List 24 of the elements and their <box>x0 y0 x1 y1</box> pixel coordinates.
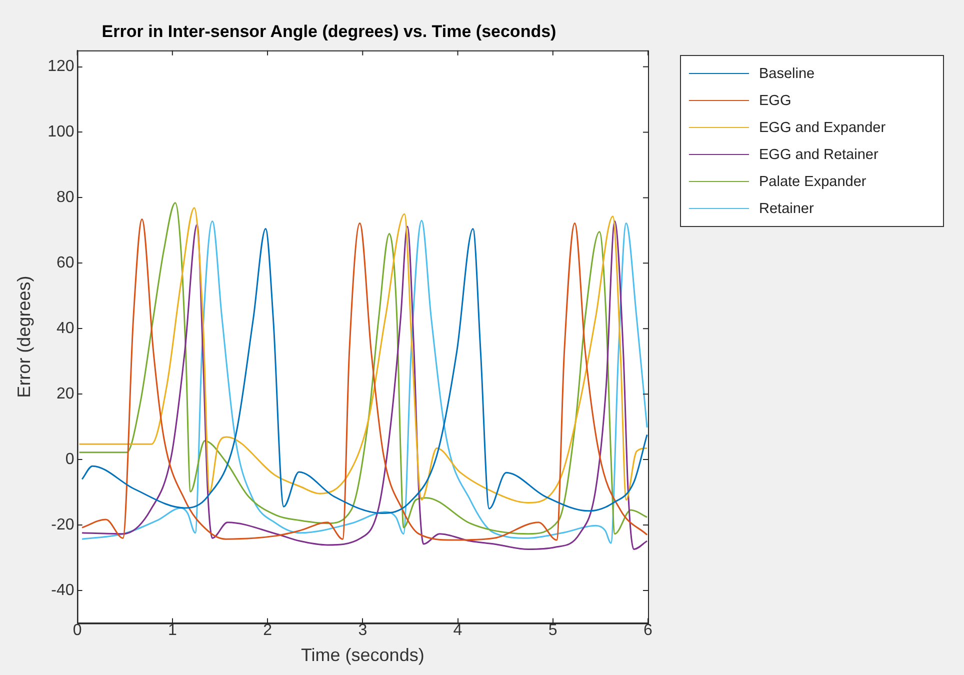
x-tick-label: 5 <box>548 622 558 640</box>
chart-title: Error in Inter-sensor Angle (degrees) vs. Time (seconds) <box>102 22 556 41</box>
legend-label: EGG and Expander <box>759 120 886 136</box>
x-tick-label: 3 <box>358 622 368 640</box>
y-tick-label: 20 <box>56 385 74 402</box>
legend-label: EGG <box>759 92 792 108</box>
y-tick-label: 100 <box>48 124 74 141</box>
legend-label: Retainer <box>759 200 814 216</box>
x-tick-label: 4 <box>453 622 462 640</box>
x-tick-label: 2 <box>263 622 272 640</box>
x-tick-label: 1 <box>168 622 177 640</box>
y-tick-label: -40 <box>51 582 74 599</box>
x-axis-title: Time (seconds) <box>300 645 424 666</box>
y-tick-label: 120 <box>48 58 74 76</box>
legend-label: Baseline <box>759 66 815 82</box>
y-tick-label: 60 <box>56 254 74 272</box>
legend-label: Palate Expander <box>759 174 866 190</box>
y-tick-label: 80 <box>56 189 74 206</box>
y-axis-title: Error (degrees) <box>14 276 34 398</box>
y-tick-label: 0 <box>65 450 74 468</box>
x-tick-label: 6 <box>644 622 653 640</box>
y-tick-label: -20 <box>51 516 74 534</box>
legend-label: EGG and Retainer <box>759 146 878 162</box>
y-tick-label: 40 <box>56 320 74 338</box>
